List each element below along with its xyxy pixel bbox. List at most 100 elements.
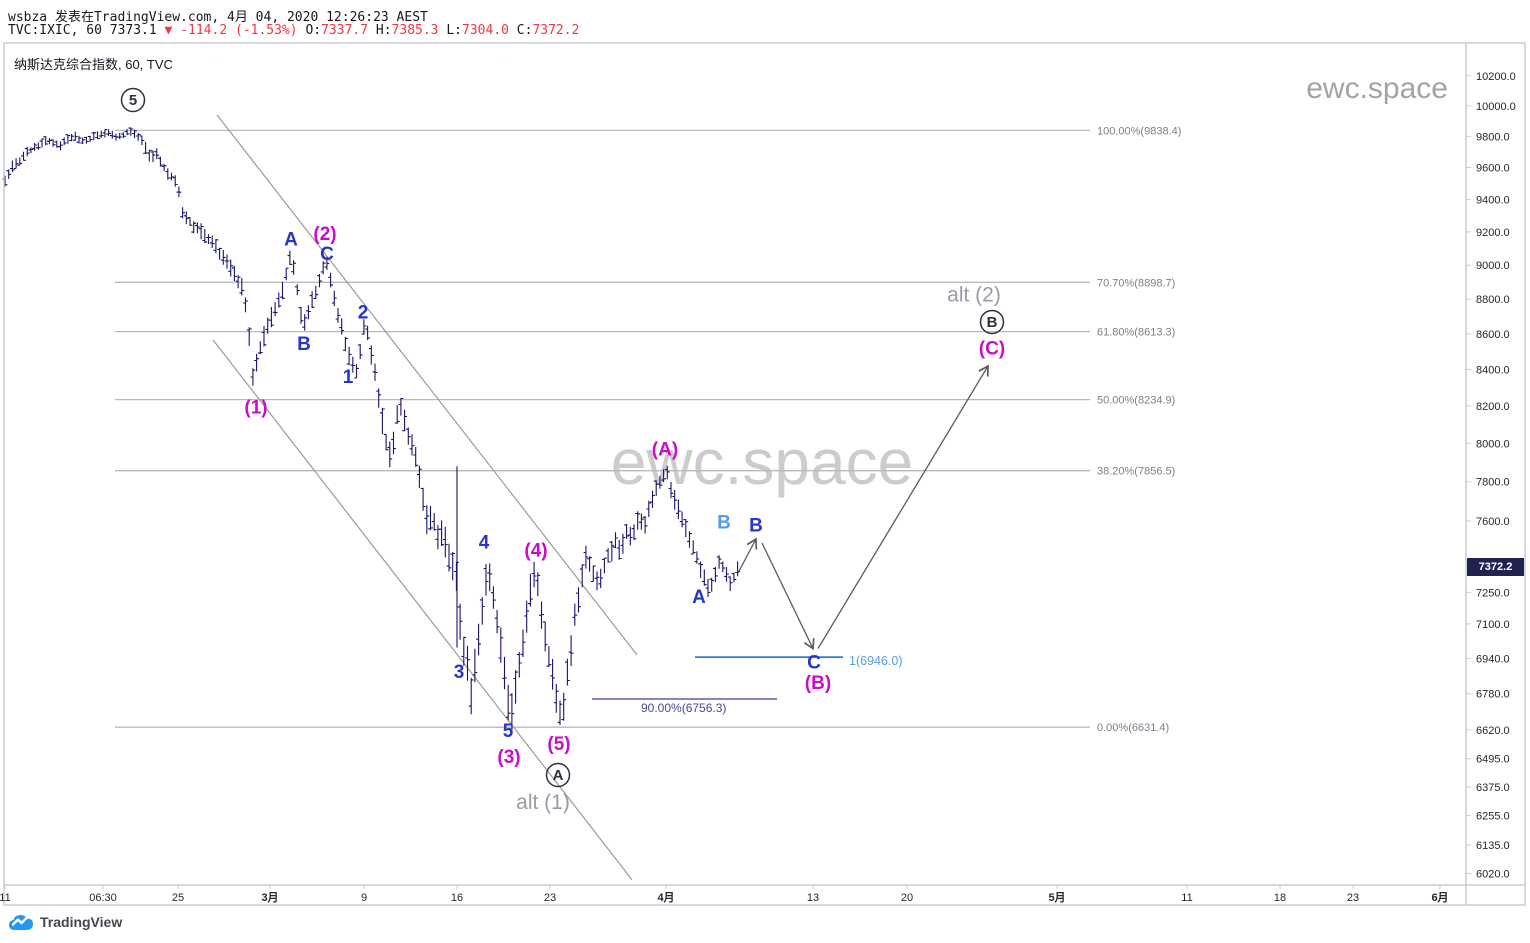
wave-label[interactable]: 1 <box>343 367 354 388</box>
time-tick-label[interactable]: 11 <box>0 892 11 904</box>
annotation-lines: 90.00%(6756.3) 1(6946.0) <box>212 114 903 881</box>
price-tick-label[interactable]: 7250.0 <box>1476 587 1510 599</box>
wave-label[interactable]: C <box>807 652 821 673</box>
price-tick-label[interactable]: 9200.0 <box>1476 227 1510 239</box>
wave-label[interactable]: (4) <box>524 541 547 562</box>
wave-label[interactable]: B <box>717 513 731 534</box>
watermark-center: ewc.space <box>611 426 913 498</box>
price-tick-label[interactable]: 6495.0 <box>1476 754 1510 766</box>
wave-label[interactable]: 2 <box>358 303 369 324</box>
wave-label[interactable]: 5 <box>503 721 514 742</box>
chart-border <box>3 42 1526 906</box>
price-tick-label[interactable]: 8000.0 <box>1476 438 1510 450</box>
wave-circle-text: A <box>553 767 564 784</box>
wave-label[interactable]: alt (1) <box>516 791 570 814</box>
wave-label[interactable]: C <box>320 244 334 265</box>
close-label: C: <box>516 23 533 38</box>
time-tick-label[interactable]: 23 <box>544 892 556 904</box>
price-tick-label[interactable]: 6940.0 <box>1476 653 1510 665</box>
time-tick-label[interactable]: 4月 <box>657 891 674 904</box>
price-tick-label[interactable]: 9600.0 <box>1476 163 1510 175</box>
price-tick-label[interactable]: 10200.0 <box>1476 71 1516 83</box>
fib-label: 70.70%(8898.7) <box>1097 277 1175 289</box>
time-tick-label[interactable]: 25 <box>172 892 184 904</box>
wave-label[interactable]: 3 <box>454 662 465 683</box>
price-tick-label[interactable]: 7800.0 <box>1476 477 1510 489</box>
price-tick-label[interactable]: 6780.0 <box>1476 689 1510 701</box>
fib-label: 0.00%(6631.4) <box>1097 722 1169 734</box>
time-tick-label[interactable]: 20 <box>901 892 913 904</box>
time-tick-label[interactable]: 5月 <box>1048 891 1065 904</box>
price-tick-label[interactable]: 6620.0 <box>1476 725 1510 737</box>
time-tick-label[interactable]: 23 <box>1347 892 1359 904</box>
wave-label[interactable]: 4 <box>479 533 490 554</box>
last-price-badge: 7372.2 <box>1467 558 1524 576</box>
time-tick-label[interactable]: 11 <box>1181 892 1192 904</box>
projection-arrow[interactable] <box>817 364 989 649</box>
time-tick-label[interactable]: 18 <box>1274 892 1286 904</box>
wave-label[interactable]: A <box>284 230 298 251</box>
circled-wave-label[interactable]: A <box>545 762 571 788</box>
fib-label: 100.00%(9838.4) <box>1097 125 1181 137</box>
change: -114.2 (-1.53%) <box>172 23 306 38</box>
projection-arrow[interactable] <box>761 542 815 651</box>
time-tick-label[interactable]: 16 <box>451 892 463 904</box>
price-tick-label[interactable]: 10000.0 <box>1476 101 1516 113</box>
open-value: 7337.7 <box>321 23 376 38</box>
time-tick-label[interactable]: 13 <box>807 892 819 904</box>
price-tick-label[interactable]: 9800.0 <box>1476 131 1510 143</box>
time-tick-label[interactable]: 9 <box>361 892 367 904</box>
wave-label[interactable]: (3) <box>497 747 520 768</box>
wave-label[interactable]: (5) <box>547 734 570 755</box>
wave-label[interactable]: (C) <box>979 339 1005 360</box>
down-triangle-icon: ▼ <box>164 23 173 38</box>
wave-label[interactable]: (2) <box>313 224 336 245</box>
projection-arrow[interactable] <box>737 537 758 574</box>
price-tick-label[interactable]: 6020.0 <box>1476 869 1510 881</box>
watermark-layer: ewc.space ewc.space <box>611 72 1448 498</box>
wave-circle-text: B <box>987 314 998 331</box>
tradingview-logo-icon <box>9 915 33 930</box>
fib-label: 50.00%(8234.9) <box>1097 395 1175 407</box>
price-tick-label[interactable]: 7600.0 <box>1476 516 1510 528</box>
wave-label[interactable]: (1) <box>244 397 267 418</box>
price-tick-label[interactable]: 8200.0 <box>1476 401 1510 413</box>
wave-label[interactable]: A <box>692 587 706 608</box>
high-value: 7385.3 <box>391 23 447 38</box>
wave-circle <box>545 762 571 788</box>
circled-wave-label[interactable]: 5 <box>120 87 146 113</box>
quote-line: TVC:IXIC, 60 7373.1 ▼ -114.2 (-1.53%) O:… <box>8 23 579 38</box>
circled-wave-label[interactable]: B <box>979 309 1005 335</box>
price-tick-label[interactable]: 6375.0 <box>1476 782 1510 794</box>
time-tick-label[interactable]: 06:30 <box>89 892 117 904</box>
price-tick-label[interactable]: 6135.0 <box>1476 840 1510 852</box>
tradingview-logo[interactable]: TradingView <box>8 913 122 931</box>
price-tick-label[interactable]: 8600.0 <box>1476 329 1510 341</box>
wave-label[interactable]: B <box>297 334 311 355</box>
trendline[interactable] <box>216 114 638 656</box>
low-value: 7304.0 <box>462 23 517 38</box>
wave-label[interactable]: (A) <box>652 440 678 461</box>
wave-label[interactable]: B <box>749 515 763 536</box>
trendline[interactable] <box>212 339 633 881</box>
wave-arrows <box>737 364 989 651</box>
fib-retracement: 100.00%(9838.4) 70.70%(8898.7) 61.80%(8613… <box>115 125 1181 734</box>
wave-circle <box>979 309 1005 335</box>
wave-label[interactable]: alt (2) <box>947 283 1001 306</box>
price-tick-label[interactable]: 6255.0 <box>1476 811 1510 823</box>
close-value: 7372.2 <box>532 23 580 38</box>
time-tick-label[interactable]: 3月 <box>261 891 278 904</box>
wave-label[interactable]: (B) <box>805 673 831 694</box>
wave-labels: A C 2 B 1 4 3 5 A B C B (2) (1) (4) (3) (5) (A) (B) (C) alt … <box>120 87 1005 814</box>
fib90-label: 90.00%(6756.3) <box>641 701 726 715</box>
price-tick-label[interactable]: 7100.0 <box>1476 619 1510 631</box>
open-label: O: <box>305 23 322 38</box>
price-tick-label[interactable]: 8800.0 <box>1476 294 1510 306</box>
price-tick-label[interactable]: 9000.0 <box>1476 260 1510 272</box>
price-bars <box>2 127 740 732</box>
price-tick-label[interactable]: 9400.0 <box>1476 194 1510 206</box>
time-tick-label[interactable]: 6月 <box>1431 891 1448 904</box>
price-tick-label[interactable]: 8400.0 <box>1476 365 1510 377</box>
